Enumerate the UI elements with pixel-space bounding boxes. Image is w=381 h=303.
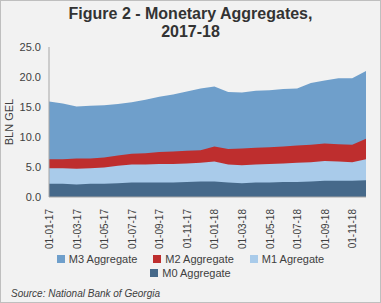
svg-text:01-05-17: 01-05-17 (99, 209, 110, 249)
svg-text:10.0: 10.0 (20, 131, 41, 143)
svg-text:01-05-18: 01-05-18 (265, 209, 276, 249)
svg-text:01-07-18: 01-07-18 (292, 209, 303, 249)
svg-text:15.0: 15.0 (20, 101, 41, 113)
html-text:M0 Aggregate: M0 Aggregate (162, 267, 231, 279)
svg-text:01-01-18: 01-01-18 (209, 209, 220, 249)
html-text:M3 Aggregate: M3 Aggregate (68, 253, 138, 265)
svg-text:01-09-17: 01-09-17 (154, 209, 165, 249)
html-text:Source: National Bank of Georg: Source: National Bank of Georgia (11, 288, 160, 299)
html-text:M1 Agregate: M1 Agregate (261, 253, 325, 265)
svg-text:01-01-17: 01-01-17 (44, 209, 55, 249)
svg-text:01-11-18: 01-11-18 (347, 209, 358, 249)
svg-text:01-09-18: 01-09-18 (320, 209, 331, 249)
svg-text:01-03-17: 01-03-17 (72, 209, 83, 249)
svg-text:01-11-17: 01-11-17 (182, 209, 193, 249)
html-text:M2 Aggregate: M2 Aggregate (165, 253, 234, 265)
svg-text:BLN GEL: BLN GEL (8, 99, 15, 145)
svg-text:25.0: 25.0 (20, 41, 41, 53)
svg-text:01-07-17: 01-07-17 (127, 209, 138, 249)
svg-text:01-03-18: 01-03-18 (237, 209, 248, 249)
svg-text:20.0: 20.0 (20, 71, 41, 83)
svg-text:0.0: 0.0 (26, 191, 41, 203)
html-text:Figure 2 - Monetary Aggregates: Figure 2 - Monetary Aggregates, 2017-18 (68, 5, 313, 40)
svg-text:5.0: 5.0 (26, 161, 41, 173)
